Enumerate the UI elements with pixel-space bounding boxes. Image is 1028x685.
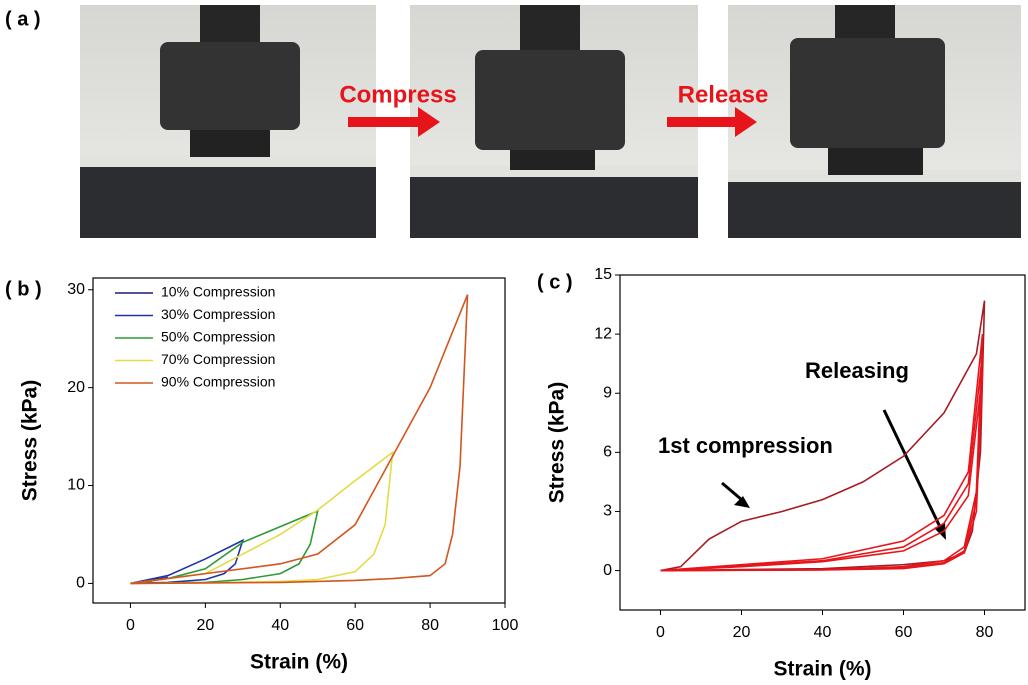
photo	[80, 5, 376, 238]
arrow	[884, 410, 940, 527]
x-tick-label: 0	[126, 617, 135, 634]
photo	[410, 5, 698, 238]
photo	[728, 5, 1021, 238]
x-axis-title: Strain (%)	[773, 658, 871, 681]
y-tick-label: 12	[594, 325, 612, 342]
panel-label: ( a )	[5, 8, 41, 30]
x-tick-label: 80	[421, 617, 439, 634]
line	[130, 540, 242, 583]
step-label: Compress	[339, 81, 456, 108]
arrow	[722, 483, 742, 500]
x-tick-label: 100	[492, 617, 519, 634]
y-tick-label: 9	[603, 384, 612, 401]
legend-label: 30% Compression	[161, 306, 275, 322]
y-tick-label: 3	[603, 503, 612, 520]
y-tick-label: 10	[67, 477, 85, 494]
legend-label: 90% Compression	[161, 374, 275, 390]
x-tick-label: 80	[976, 624, 994, 641]
annotation: 1st compression	[658, 433, 833, 458]
x-tick-label: 60	[895, 624, 913, 641]
y-axis-title: Stress (kPa)	[546, 382, 569, 503]
plot-frame	[93, 278, 505, 603]
panel-label: ( b )	[5, 278, 42, 300]
arrow	[734, 496, 750, 508]
legend-label: 50% Compression	[161, 329, 275, 345]
line	[130, 511, 317, 583]
x-axis-title: Strain (%)	[250, 651, 348, 674]
step-label: Release	[678, 81, 769, 108]
y-tick-label: 0	[76, 575, 85, 592]
y-tick-label: 0	[603, 562, 612, 579]
legend-label: 10% Compression	[161, 284, 275, 300]
line	[661, 354, 983, 571]
legend-label: 70% Compression	[161, 351, 275, 367]
x-tick-label: 60	[346, 617, 364, 634]
figure: ( a ) Compress Release ( b )020406080100…	[0, 0, 1028, 685]
y-axis-title: Stress (kPa)	[19, 380, 42, 501]
x-tick-label: 0	[656, 624, 665, 641]
y-tick-label: 20	[67, 379, 85, 396]
line	[661, 374, 983, 571]
x-tick-label: 40	[814, 624, 832, 641]
x-tick-label: 40	[271, 617, 289, 634]
x-tick-label: 20	[733, 624, 751, 641]
annotation: Releasing	[805, 358, 909, 383]
y-tick-label: 6	[603, 444, 612, 461]
x-tick-label: 20	[196, 617, 214, 634]
y-tick-label: 30	[67, 281, 85, 298]
y-tick-label: 15	[594, 266, 612, 283]
line	[130, 452, 392, 583]
panel-label: ( c )	[537, 271, 573, 293]
